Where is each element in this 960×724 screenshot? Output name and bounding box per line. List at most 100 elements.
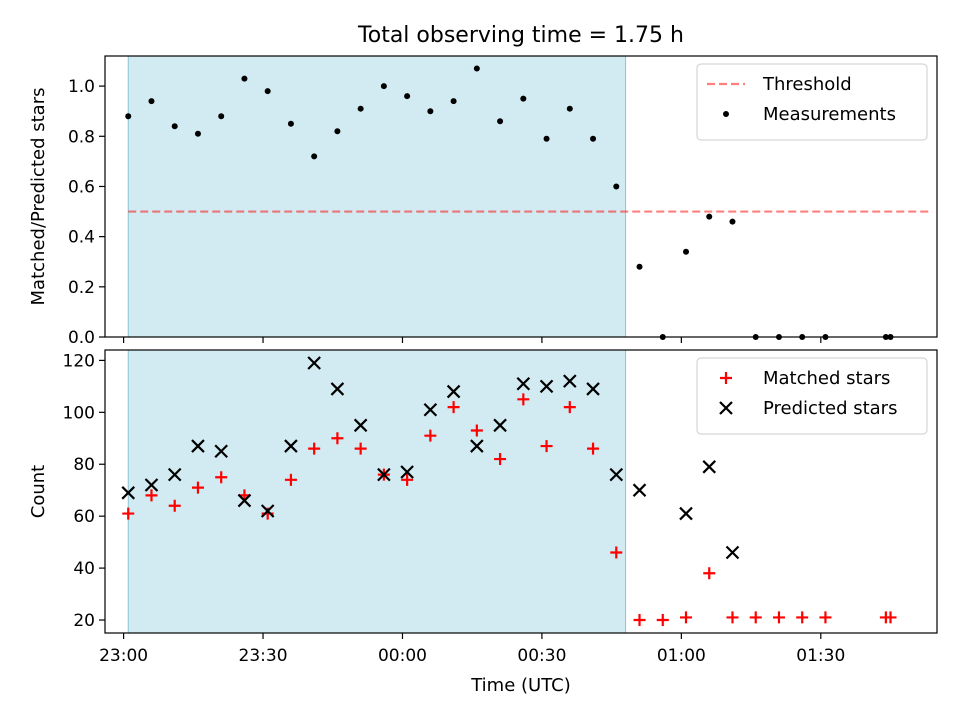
- data-point: [287, 120, 294, 127]
- top-panel: 0.0 0.2 0.4 0.6 0.8 1.0 Matched/Predicted star…: [28, 55, 938, 348]
- data-point: [330, 382, 345, 396]
- y-axis-label: Count: [28, 465, 49, 518]
- data-point: [260, 504, 275, 518]
- data-point: [447, 401, 460, 414]
- data-point: [311, 153, 318, 160]
- data-point: [566, 105, 573, 112]
- data-point: [726, 611, 739, 624]
- data-point: [633, 614, 646, 627]
- x-tick-label: 23:00: [99, 646, 148, 666]
- y-tick-label: 40: [73, 559, 95, 579]
- series-measurements: [125, 65, 894, 340]
- data-point: [563, 374, 577, 388]
- data-point: [357, 105, 364, 112]
- data-point: [284, 439, 298, 453]
- data-point: [450, 98, 457, 105]
- data-point: [125, 113, 132, 120]
- legend-marker: [723, 111, 729, 117]
- data-point: [729, 218, 736, 225]
- x-tick-label: 00:30: [517, 646, 566, 666]
- data-point: [563, 401, 576, 414]
- observing-span: [128, 56, 626, 337]
- data-point: [613, 183, 620, 190]
- data-point: [470, 424, 483, 437]
- data-point: [446, 384, 461, 399]
- y-tick-label: 0.6: [68, 177, 95, 197]
- data-point: [145, 489, 158, 502]
- data-point: [241, 75, 248, 82]
- data-point: [683, 248, 690, 255]
- data-point: [884, 611, 897, 624]
- data-point: [307, 356, 321, 370]
- data-point: [703, 567, 716, 580]
- data-point: [632, 483, 647, 497]
- y-tick-label: 0.2: [68, 278, 95, 298]
- data-point: [331, 432, 344, 445]
- data-point: [493, 418, 507, 433]
- data-point: [404, 93, 411, 100]
- data-point: [706, 213, 713, 220]
- y-tick-label: 0.8: [68, 127, 95, 147]
- data-point: [423, 402, 438, 417]
- data-point: [237, 493, 252, 508]
- data-point: [424, 429, 437, 442]
- y-tick-label: 20: [73, 611, 95, 631]
- data-point: [494, 453, 507, 466]
- y-tick-label: 80: [73, 455, 95, 475]
- data-point: [191, 481, 204, 494]
- axes-frame: [104, 349, 938, 634]
- data-point: [473, 65, 480, 72]
- data-point: [308, 442, 321, 455]
- data-point: [772, 611, 785, 624]
- data-point: [121, 486, 136, 500]
- series-predicted-stars: [121, 356, 740, 560]
- legend-label: Matched stars: [763, 368, 890, 389]
- data-point: [334, 128, 341, 135]
- data-point: [191, 439, 205, 453]
- data-point: [702, 460, 717, 474]
- x-tick-label: 23:30: [239, 646, 288, 666]
- data-point: [377, 467, 391, 482]
- data-point: [144, 478, 159, 492]
- data-point: [610, 546, 623, 559]
- data-point: [264, 88, 271, 95]
- legend: Threshold Measurements: [696, 63, 928, 141]
- legend-marker: [719, 401, 733, 415]
- data-point: [353, 418, 368, 433]
- data-point: [590, 135, 597, 142]
- x-axis-label: Time (UTC): [470, 675, 571, 696]
- data-point: [819, 611, 832, 624]
- data-point: [470, 439, 484, 453]
- series-matched-stars: [122, 393, 897, 627]
- data-point: [636, 263, 643, 270]
- x-tick-label: 00:00: [378, 646, 427, 666]
- data-point: [148, 98, 155, 105]
- data-point: [517, 393, 530, 406]
- y-tick-label: 1.0: [68, 77, 95, 97]
- legend-label: Threshold: [762, 74, 852, 95]
- data-point: [520, 95, 527, 102]
- data-point: [215, 471, 228, 484]
- data-point: [400, 465, 414, 479]
- data-point: [401, 473, 414, 486]
- data-point: [171, 123, 178, 130]
- data-point: [587, 442, 600, 455]
- legend-frame: [696, 63, 928, 141]
- data-point: [679, 506, 693, 521]
- data-point: [516, 376, 531, 391]
- data-point: [539, 379, 554, 394]
- data-point: [214, 444, 228, 459]
- data-point: [609, 467, 624, 482]
- x-tick-label: 01:00: [657, 646, 706, 666]
- legend: Matched stars Predicted stars: [696, 357, 928, 435]
- data-point: [218, 113, 225, 120]
- data-point: [122, 507, 135, 520]
- figure-title: Total observing time = 1.75 h: [357, 23, 684, 48]
- legend-label: Predicted stars: [763, 398, 897, 419]
- axes-frame: [104, 55, 938, 338]
- data-point: [194, 130, 201, 137]
- legend-marker: [720, 372, 732, 384]
- y-tick-label: 100: [63, 403, 95, 423]
- legend-label: Measurements: [763, 104, 896, 125]
